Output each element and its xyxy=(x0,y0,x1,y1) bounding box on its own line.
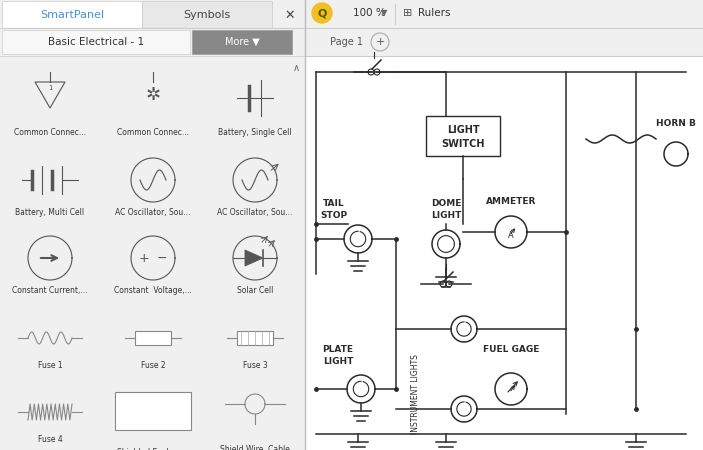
FancyBboxPatch shape xyxy=(115,392,191,430)
Text: Basic Electrical - 1: Basic Electrical - 1 xyxy=(48,37,144,47)
FancyBboxPatch shape xyxy=(192,30,292,54)
Text: +: + xyxy=(138,252,149,265)
Circle shape xyxy=(312,3,332,23)
Text: A: A xyxy=(508,230,514,239)
Text: TAIL: TAIL xyxy=(323,199,344,208)
Text: Fuse 1: Fuse 1 xyxy=(38,361,63,370)
FancyBboxPatch shape xyxy=(2,1,142,28)
FancyBboxPatch shape xyxy=(306,56,703,450)
Text: AC Oscillator, Sou...: AC Oscillator, Sou... xyxy=(115,208,191,217)
Text: 100 %: 100 % xyxy=(353,8,386,18)
Text: FUEL GAGE: FUEL GAGE xyxy=(483,345,539,354)
Text: SWITCH: SWITCH xyxy=(441,139,485,149)
Text: Common Connec...: Common Connec... xyxy=(14,128,86,137)
Text: Q: Q xyxy=(317,8,327,18)
Text: Battery, Single Cell: Battery, Single Cell xyxy=(218,128,292,137)
Text: Fuse 2: Fuse 2 xyxy=(141,361,165,370)
Text: LIGHT: LIGHT xyxy=(431,212,461,220)
Text: ∧: ∧ xyxy=(292,63,299,73)
Text: Solar Cell: Solar Cell xyxy=(237,286,273,295)
Text: ▼: ▼ xyxy=(381,9,387,18)
Text: ✲: ✲ xyxy=(146,86,160,104)
Text: Shielded Enclosure: Shielded Enclosure xyxy=(117,448,189,450)
Text: +: + xyxy=(375,37,385,47)
FancyBboxPatch shape xyxy=(142,1,272,28)
FancyBboxPatch shape xyxy=(135,331,171,345)
Text: Constant  Voltage,...: Constant Voltage,... xyxy=(114,286,192,295)
Text: Page 1: Page 1 xyxy=(330,37,363,47)
Text: STOP: STOP xyxy=(321,212,347,220)
Text: SmartPanel: SmartPanel xyxy=(40,10,104,20)
Text: 1: 1 xyxy=(48,85,52,91)
Polygon shape xyxy=(245,250,263,266)
FancyBboxPatch shape xyxy=(306,0,703,56)
Text: PLATE: PLATE xyxy=(323,345,354,354)
Text: Fuse 3: Fuse 3 xyxy=(243,361,267,370)
Text: AMMETER: AMMETER xyxy=(486,198,536,207)
Text: Constant Current,...: Constant Current,... xyxy=(12,286,88,295)
Text: −: − xyxy=(157,252,167,265)
Text: DOME: DOME xyxy=(431,199,461,208)
FancyBboxPatch shape xyxy=(237,331,273,345)
Text: LIGHT: LIGHT xyxy=(323,356,353,365)
Text: INSTRUMENT LIGHTS: INSTRUMENT LIGHTS xyxy=(411,354,420,434)
FancyBboxPatch shape xyxy=(0,0,306,450)
Text: ✕: ✕ xyxy=(285,9,295,22)
Text: Common Connec...: Common Connec... xyxy=(117,128,189,137)
Text: HORN B: HORN B xyxy=(656,120,696,129)
Text: Fuse 4: Fuse 4 xyxy=(38,435,63,444)
Text: Battery, Multi Cell: Battery, Multi Cell xyxy=(15,208,84,217)
Text: ⊞: ⊞ xyxy=(403,8,413,18)
Text: Shield Wire, Cable: Shield Wire, Cable xyxy=(220,445,290,450)
Text: Symbols: Symbols xyxy=(183,10,231,20)
Text: Rulers: Rulers xyxy=(418,8,451,18)
Text: LIGHT: LIGHT xyxy=(446,125,479,135)
Text: AC Oscillator, Sou...: AC Oscillator, Sou... xyxy=(217,208,292,217)
Text: More ▼: More ▼ xyxy=(225,37,259,47)
FancyBboxPatch shape xyxy=(426,116,500,156)
FancyBboxPatch shape xyxy=(2,30,190,54)
